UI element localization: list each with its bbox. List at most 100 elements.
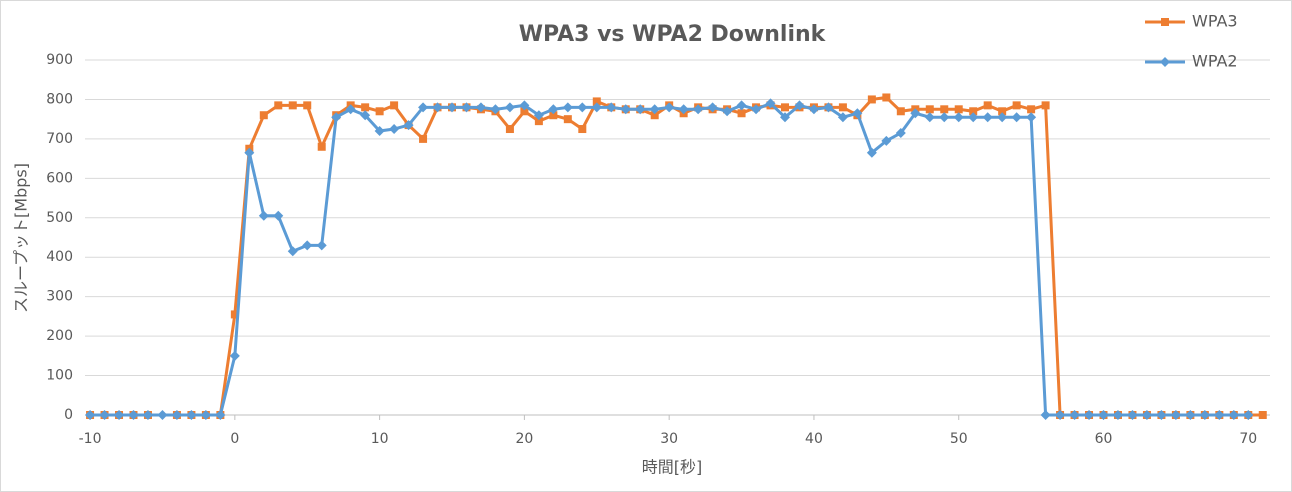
marker (534, 117, 543, 126)
marker (418, 102, 429, 113)
marker (592, 97, 601, 106)
marker (664, 102, 675, 113)
marker (519, 100, 530, 111)
marker (374, 126, 385, 136)
marker (85, 410, 96, 420)
marker (940, 105, 949, 114)
marker (461, 102, 472, 113)
marker (128, 410, 139, 420)
x-axis-label: 時間[秒] (642, 458, 703, 477)
marker (954, 105, 963, 114)
marker (838, 103, 847, 112)
marker (316, 240, 327, 251)
x-tick-label: 30 (660, 431, 678, 447)
marker (678, 104, 689, 115)
x-tick-label: 40 (805, 431, 823, 447)
marker (852, 108, 863, 119)
marker (345, 104, 356, 115)
y-axis-label: スループット[Mbps] (12, 163, 31, 313)
marker (635, 104, 646, 115)
legend-marker (1161, 18, 1169, 26)
marker (968, 112, 979, 123)
x-tick-label: 70 (1239, 431, 1257, 447)
marker (549, 111, 558, 120)
marker (1084, 410, 1095, 420)
x-tick-label: 0 (230, 431, 239, 447)
marker (866, 147, 877, 158)
marker (606, 102, 617, 113)
marker (649, 104, 660, 115)
x-tick-label: 10 (371, 431, 389, 447)
y-tick-label: 800 (46, 91, 73, 107)
marker (273, 210, 284, 221)
marker (1199, 410, 1210, 420)
marker (969, 107, 978, 116)
marker (722, 106, 733, 117)
marker (837, 112, 848, 123)
marker (1141, 410, 1152, 420)
marker (447, 102, 458, 113)
marker (200, 410, 211, 420)
marker (1185, 410, 1196, 420)
marker (229, 350, 240, 361)
y-tick-label: 300 (46, 289, 73, 305)
marker (867, 95, 876, 104)
y-tick-label: 900 (46, 52, 73, 68)
marker (924, 112, 935, 123)
marker (375, 107, 384, 116)
marker (998, 107, 1007, 116)
marker (1243, 410, 1254, 420)
marker (983, 101, 992, 110)
marker (882, 93, 891, 102)
chart-title: WPA3 vs WPA2 Downlink (519, 22, 827, 47)
marker (982, 112, 993, 123)
marker (765, 98, 776, 109)
marker (808, 104, 819, 115)
marker (520, 107, 529, 116)
x-tick-label: 60 (1095, 431, 1113, 447)
marker (475, 102, 486, 113)
y-tick-label: 0 (64, 407, 73, 423)
marker (287, 246, 298, 257)
marker (650, 111, 659, 120)
x-tick-label: -10 (79, 431, 102, 447)
marker (578, 125, 587, 134)
marker (215, 410, 226, 420)
marker (562, 102, 573, 113)
marker (419, 134, 428, 143)
marker (736, 100, 747, 111)
marker (1041, 101, 1050, 110)
y-tick-label: 600 (46, 170, 73, 186)
marker (1027, 105, 1036, 114)
marker (925, 105, 934, 114)
marker (1098, 410, 1109, 420)
marker (258, 210, 269, 221)
marker (99, 410, 110, 420)
marker (548, 104, 559, 115)
marker (895, 127, 906, 138)
marker (591, 102, 602, 113)
y-tick-label: 500 (46, 210, 73, 226)
marker (1214, 410, 1225, 420)
marker (1258, 411, 1267, 419)
marker (997, 112, 1008, 123)
marker (939, 112, 950, 123)
marker (896, 107, 905, 116)
y-tick-label: 400 (46, 249, 73, 265)
marker (881, 135, 892, 146)
marker (390, 101, 399, 110)
marker (1069, 410, 1080, 420)
marker (1055, 410, 1066, 420)
marker (317, 142, 326, 151)
marker (302, 240, 313, 251)
legend-marker (1160, 57, 1170, 67)
marker (533, 110, 544, 121)
marker (1156, 410, 1167, 420)
marker (751, 104, 762, 115)
marker (114, 410, 125, 420)
marker (244, 147, 255, 158)
legend-label: WPA2 (1192, 52, 1238, 71)
marker (171, 410, 182, 420)
marker (505, 125, 514, 134)
